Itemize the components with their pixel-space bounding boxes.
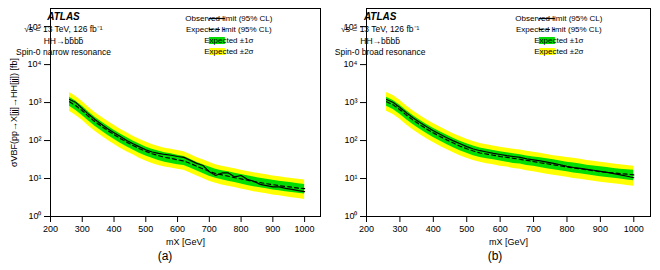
- svg-text:1000: 1000: [624, 224, 644, 234]
- svg-text:Spin-0 broad resonance: Spin-0 broad resonance: [335, 47, 426, 57]
- svg-text:900: 900: [265, 224, 280, 234]
- svg-text:600: 600: [493, 224, 508, 234]
- svg-text:10¹: 10¹: [344, 173, 357, 183]
- svg-text:mX [GeV]: mX [GeV]: [166, 237, 205, 247]
- svg-text:10³: 10³: [28, 97, 41, 107]
- html-text:(b): (b): [487, 249, 503, 263]
- svg-text:Expected ±1σ: Expected ±1σ: [534, 36, 583, 45]
- svg-text:Observed limit (95% CL): Observed limit (95% CL): [515, 14, 602, 23]
- svg-text:Expected limit (95% CL): Expected limit (95% CL): [516, 25, 602, 34]
- svg-text:10¹: 10¹: [28, 173, 41, 183]
- svg-text:800: 800: [234, 224, 249, 234]
- svg-text:σVBF(pp→X[jj]→HH[jj]) [fb]: σVBF(pp→X[jj]→HH[jj]) [fb]: [9, 58, 19, 167]
- svg-text:Expected ±2σ: Expected ±2σ: [534, 47, 583, 56]
- svg-text:Expected limit (95% CL): Expected limit (95% CL): [186, 25, 272, 34]
- svg-text:300: 300: [392, 224, 407, 234]
- svg-text:Spin-0 narrow resonance: Spin-0 narrow resonance: [16, 47, 111, 57]
- svg-text:200: 200: [43, 224, 58, 234]
- svg-text:700: 700: [202, 224, 217, 234]
- svg-text:mX [GeV]: mX [GeV]: [489, 237, 528, 247]
- svg-text:Expected ±1σ: Expected ±1σ: [204, 36, 253, 45]
- svg-text:1000: 1000: [295, 224, 315, 234]
- svg-text:500: 500: [459, 224, 474, 234]
- svg-text:10²: 10²: [28, 135, 41, 145]
- svg-text:√s = 13 TeV, 126 fb⁻¹: √s = 13 TeV, 126 fb⁻¹: [341, 24, 419, 34]
- svg-text:10⁴: 10⁴: [344, 59, 358, 69]
- svg-text:400: 400: [426, 224, 441, 234]
- svg-text:900: 900: [593, 224, 608, 234]
- svg-text:200: 200: [359, 224, 374, 234]
- svg-text:600: 600: [170, 224, 185, 234]
- svg-text:√s = 13 TeV, 126 fb⁻¹: √s = 13 TeV, 126 fb⁻¹: [24, 24, 102, 34]
- svg-text:10³: 10³: [344, 97, 357, 107]
- svg-text:10⁰: 10⁰: [28, 211, 41, 221]
- svg-text:Expected ±2σ: Expected ±2σ: [204, 47, 253, 56]
- svg-text:ATLAS: ATLAS: [46, 11, 80, 22]
- svg-text:700: 700: [526, 224, 541, 234]
- svg-text:HH→bb̄bb̄: HH→bb̄bb̄: [360, 36, 400, 46]
- svg-text:300: 300: [75, 224, 90, 234]
- svg-text:400: 400: [107, 224, 122, 234]
- svg-text:500: 500: [138, 224, 153, 234]
- svg-text:HH→bb̄bb̄: HH→bb̄bb̄: [44, 36, 84, 46]
- svg-text:800: 800: [559, 224, 574, 234]
- svg-text:10⁴: 10⁴: [28, 59, 42, 69]
- svg-text:Observed limit (95% CL): Observed limit (95% CL): [185, 14, 272, 23]
- html-text:(a): (a): [157, 249, 173, 263]
- svg-text:ATLAS: ATLAS: [363, 11, 397, 22]
- svg-text:10⁰: 10⁰: [344, 211, 357, 221]
- svg-text:10²: 10²: [344, 135, 357, 145]
